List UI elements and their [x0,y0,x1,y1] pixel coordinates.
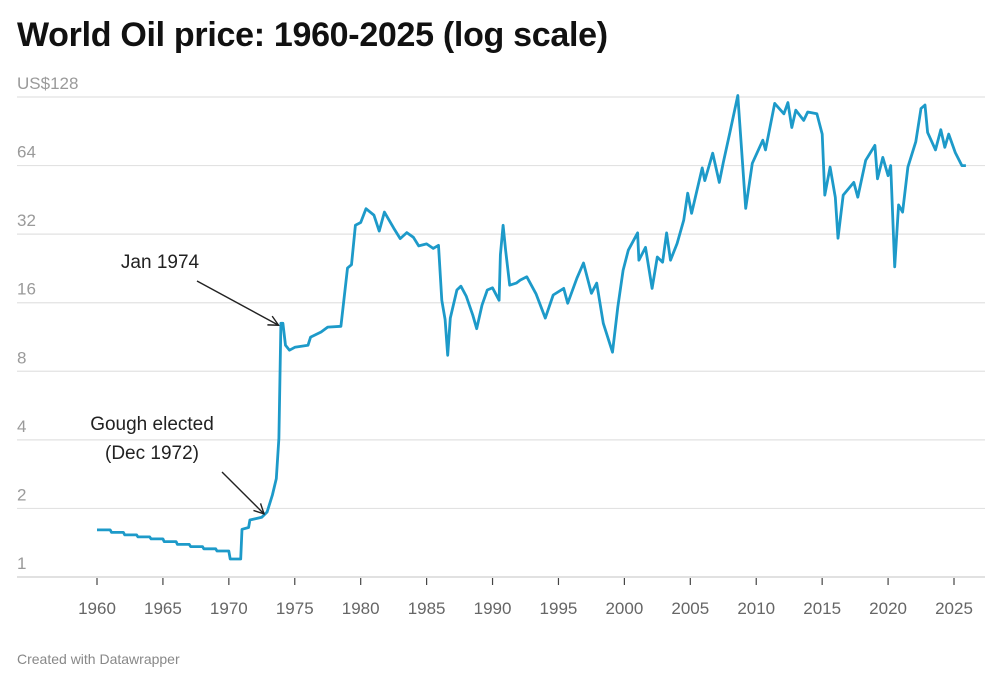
chart-title: World Oil price: 1960-2025 (log scale) [17,16,608,54]
x-tick-label: 1960 [78,599,116,618]
x-tick-label: 2015 [803,599,841,618]
x-tick-label: 2020 [869,599,907,618]
x-tick-label: 2000 [605,599,643,618]
x-tick-label: 1990 [474,599,512,618]
y-tick-label: US$128 [17,74,78,93]
x-tick-label: 2010 [737,599,775,618]
y-tick-label: 32 [17,211,36,230]
x-tick-label: 1980 [342,599,380,618]
y-tick-label: 1 [17,554,26,573]
x-tick-label: 1965 [144,599,182,618]
annotation-label: (Dec 1972) [105,443,199,464]
x-tick-label: 1995 [540,599,578,618]
credit-footer: Created with Datawrapper [17,651,180,667]
x-tick-label: 1970 [210,599,248,618]
y-tick-label: 4 [17,417,26,436]
x-tick-label: 1975 [276,599,314,618]
x-tick-label: 1985 [408,599,446,618]
annotation-label: Gough elected [90,414,214,435]
oil-price-line [97,94,966,561]
annotation-arrow [196,280,279,325]
annotation-arrow [221,471,264,514]
x-tick-label: 2005 [671,599,709,618]
x-tick-label: 2025 [935,599,973,618]
y-tick-label: 8 [17,348,26,367]
annotation-label: Jan 1974 [121,252,200,273]
y-tick-label: 16 [17,280,36,299]
y-tick-label: 2 [17,485,26,504]
y-tick-label: 64 [17,143,36,162]
